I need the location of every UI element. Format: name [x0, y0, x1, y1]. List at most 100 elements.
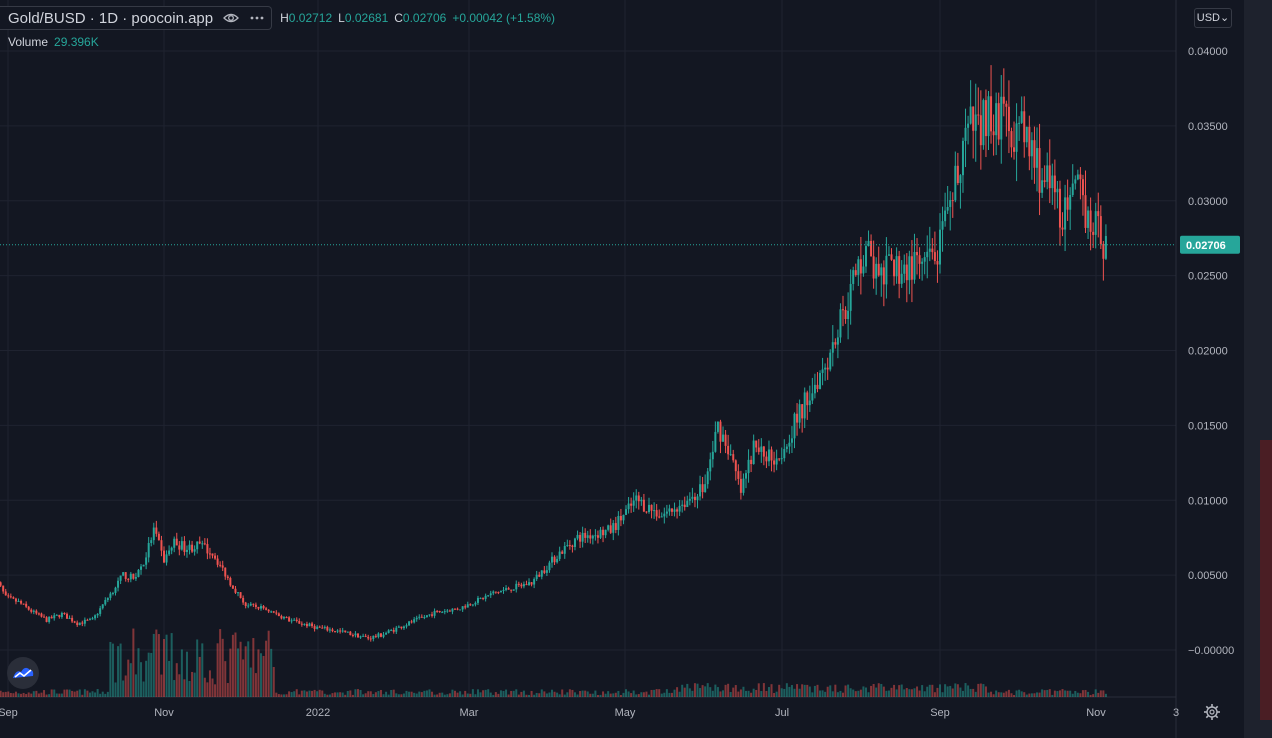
candle-body: [688, 498, 691, 501]
candle-body: [650, 504, 653, 511]
candle-body: [395, 627, 398, 632]
volume-bar: [520, 691, 523, 697]
gear-icon[interactable]: [1203, 703, 1221, 721]
candle-body: [277, 613, 280, 616]
candle-body: [267, 609, 270, 612]
symbol-box[interactable]: Gold/BUSD · 1D · poocoin.app: [0, 6, 273, 30]
volume-bar: [83, 689, 86, 697]
volume-bar: [1007, 689, 1010, 697]
volume-bar: [806, 684, 809, 697]
volume-bar: [165, 634, 168, 697]
volume-bar: [1038, 692, 1041, 697]
volume-bar: [94, 692, 97, 697]
candle-body: [530, 582, 533, 585]
volume-bar: [762, 683, 765, 697]
candle-body: [226, 576, 229, 579]
volume-bar: [877, 683, 880, 697]
candle-body: [254, 604, 257, 607]
candle-body: [793, 413, 796, 439]
volume-bar: [231, 634, 234, 697]
candle-body: [617, 515, 620, 530]
volume-bar: [844, 685, 847, 697]
volume-bar: [364, 693, 367, 697]
candle-body: [864, 246, 867, 267]
more-icon[interactable]: [249, 10, 265, 26]
volume-bar: [114, 682, 117, 697]
candle-body: [515, 583, 518, 590]
volume-bar: [111, 643, 114, 697]
volume-bar: [584, 690, 587, 697]
volume-bar: [316, 691, 319, 697]
volume-bar: [1066, 690, 1069, 697]
volume-bar: [778, 684, 781, 697]
candle-body: [1066, 197, 1069, 210]
volume-bar: [433, 694, 436, 697]
volume-bar: [119, 643, 122, 697]
volume-bar: [129, 663, 132, 697]
volume-bar: [374, 692, 377, 697]
volume-bar: [408, 691, 411, 697]
volume-bar: [673, 689, 676, 697]
volume-bar: [30, 693, 33, 697]
candle-body: [1010, 131, 1013, 148]
candle-body: [448, 610, 451, 612]
candle-body: [471, 604, 474, 606]
candle-body: [1023, 111, 1026, 143]
candle-body: [502, 589, 505, 591]
volume-bar: [819, 690, 822, 697]
candle-body: [1020, 111, 1023, 123]
candle-body: [979, 115, 982, 146]
candle-body: [653, 510, 656, 512]
candle-body: [949, 200, 952, 207]
volume-bar: [510, 690, 513, 697]
volume-bar: [476, 689, 479, 697]
volume-bar: [742, 686, 745, 697]
candle-body: [548, 562, 551, 571]
volume-bar: [563, 694, 566, 697]
candle-body: [341, 630, 344, 632]
candle-body: [252, 603, 255, 605]
volume-bar: [842, 692, 844, 697]
volume-bar: [367, 691, 370, 697]
candle-body: [936, 261, 939, 265]
volume-bar: [305, 691, 308, 697]
candle-body: [826, 367, 829, 370]
candle-body: [372, 635, 375, 639]
volume-bar: [790, 685, 793, 697]
candle-body: [1056, 188, 1059, 193]
volume-bar: [898, 685, 901, 697]
volume-bar: [982, 684, 985, 697]
x-tick-label: Nov: [1086, 707, 1106, 719]
volume-bar: [522, 690, 525, 697]
candle-body: [127, 578, 130, 580]
candle-body: [1084, 195, 1087, 228]
volume-legend: Volume 29.396K: [8, 35, 99, 49]
volume-bar: [780, 688, 783, 697]
candle-body: [540, 570, 543, 577]
volume-bar: [173, 680, 176, 697]
candle-body: [96, 613, 99, 616]
candle-body: [573, 538, 576, 547]
side-accent: [1260, 440, 1272, 720]
tradingview-logo-icon[interactable]: [7, 657, 39, 689]
volume-bar: [755, 689, 758, 697]
volume-bar: [224, 661, 227, 697]
candle-body: [295, 619, 298, 622]
volume-bar: [425, 690, 428, 697]
volume-bar: [216, 643, 219, 697]
volume-bar: [893, 684, 896, 697]
candle-body: [982, 100, 985, 146]
currency-select[interactable]: USD⌄: [1194, 8, 1232, 28]
volume-bar: [977, 683, 980, 697]
candle-body: [602, 529, 605, 536]
candle-body: [229, 578, 232, 586]
volume-bar: [573, 692, 576, 697]
candle-body: [775, 458, 778, 465]
volume-bar: [0, 690, 2, 697]
volume-bar: [1028, 693, 1031, 697]
volume-bar: [43, 690, 46, 697]
eye-icon[interactable]: [223, 10, 240, 26]
candle-body: [757, 447, 760, 452]
candle-body: [119, 575, 122, 581]
